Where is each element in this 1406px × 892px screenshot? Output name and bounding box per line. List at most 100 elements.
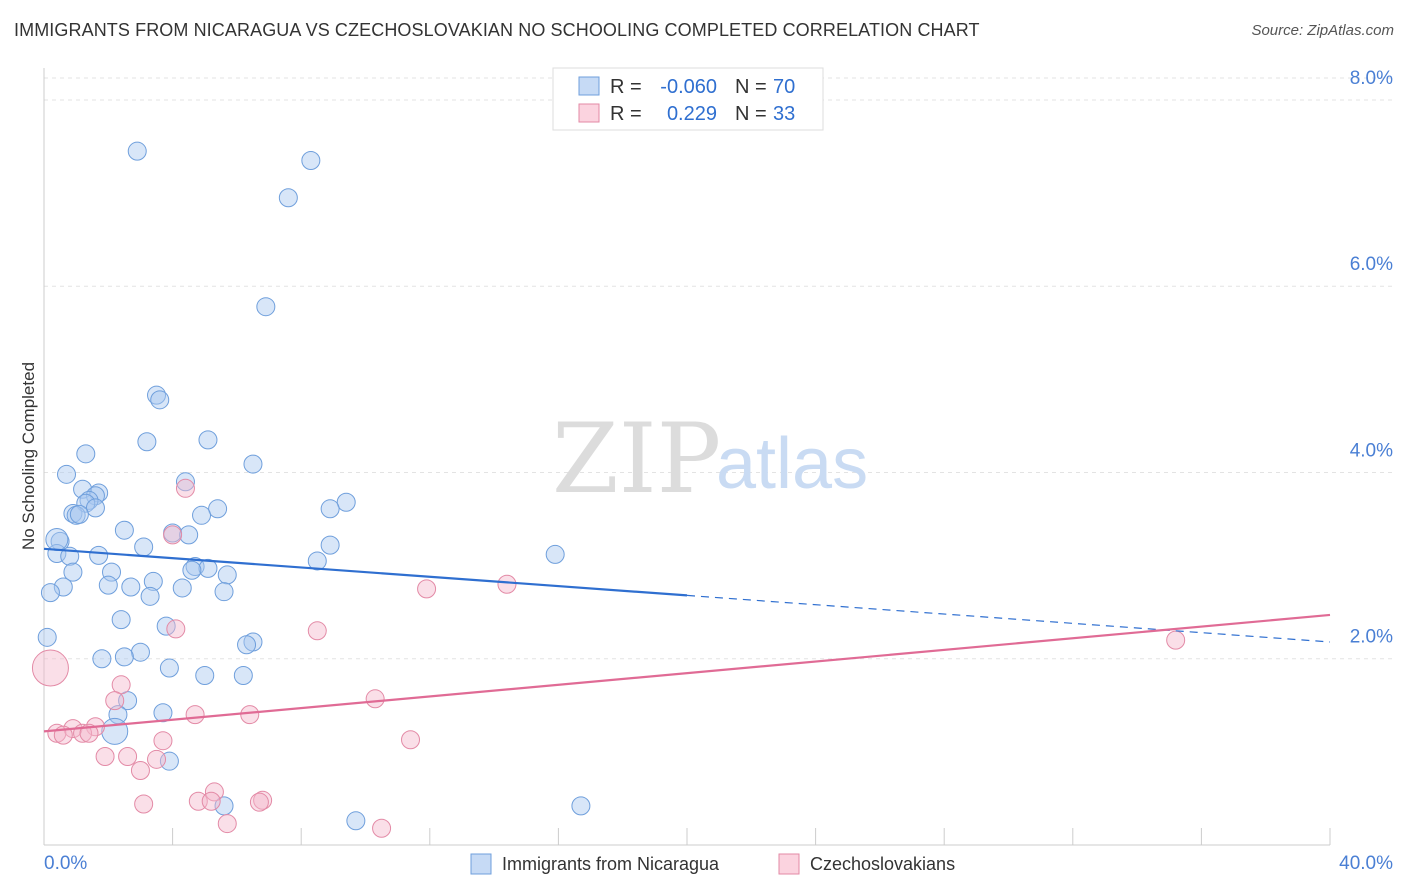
- point-nicaragua: [45, 528, 69, 552]
- legend-swatch-nicaragua: [578, 76, 600, 96]
- point-czechoslovakian: [185, 705, 205, 725]
- point-czechoslovakian: [497, 574, 517, 594]
- point-nicaragua: [37, 627, 57, 647]
- trend-line-nicaragua: [43, 547, 688, 597]
- point-czechoslovakian: [307, 621, 327, 641]
- point-nicaragua: [179, 525, 199, 545]
- point-nicaragua: [182, 560, 202, 580]
- point-nicaragua: [40, 583, 60, 603]
- watermark-zip: ZIP: [552, 403, 721, 515]
- point-nicaragua: [198, 558, 218, 578]
- point-nicaragua: [346, 811, 366, 831]
- point-nicaragua: [63, 562, 83, 582]
- point-nicaragua: [127, 141, 147, 161]
- point-czechoslovakian: [217, 814, 237, 834]
- watermark: ZIP atlas: [552, 403, 868, 515]
- point-nicaragua: [195, 665, 215, 685]
- bottom-legend: Immigrants from Nicaragua Czechoslovakia…: [470, 853, 955, 875]
- point-nicaragua: [111, 610, 131, 630]
- point-czechoslovakian: [240, 705, 260, 725]
- point-czechoslovakian: [130, 760, 150, 780]
- point-nicaragua: [172, 578, 192, 598]
- point-nicaragua: [85, 498, 105, 518]
- point-nicaragua: [278, 188, 298, 208]
- point-nicaragua: [57, 464, 77, 484]
- point-nicaragua: [307, 551, 327, 571]
- legend-r-label-2: R =: [610, 103, 642, 125]
- legend-r-label-1: R =: [610, 76, 642, 98]
- point-nicaragua: [89, 545, 109, 565]
- point-czechoslovakian: [253, 790, 273, 810]
- point-nicaragua: [256, 297, 276, 317]
- point-nicaragua: [237, 635, 257, 655]
- legend-r-value-2: 0.229: [667, 103, 717, 125]
- bottom-legend-swatch-nicaragua: [470, 853, 492, 875]
- point-czechoslovakian: [249, 792, 269, 812]
- point-nicaragua: [98, 575, 118, 595]
- chart-title: IMMIGRANTS FROM NICARAGUA VS CZECHOSLOVA…: [14, 20, 980, 40]
- point-nicaragua: [336, 492, 356, 512]
- point-nicaragua: [92, 649, 112, 669]
- point-nicaragua: [140, 586, 160, 606]
- point-nicaragua: [320, 535, 340, 555]
- point-czechoslovakian: [365, 689, 385, 709]
- point-czechoslovakian: [111, 675, 131, 695]
- point-czechoslovakian: [163, 525, 183, 545]
- point-nicaragua: [150, 390, 170, 410]
- point-nicaragua: [53, 577, 73, 597]
- point-czechoslovakian: [95, 747, 115, 767]
- point-nicaragua: [143, 571, 163, 591]
- legend-n-value-2: 33: [773, 103, 795, 125]
- point-nicaragua: [79, 490, 99, 510]
- point-nicaragua: [198, 430, 218, 450]
- point-czechoslovakian: [105, 691, 125, 711]
- point-nicaragua: [121, 577, 141, 597]
- trend-line-czechoslovakian: [43, 613, 1331, 733]
- point-nicaragua: [320, 499, 340, 519]
- bottom-legend-swatch-czech: [778, 853, 800, 875]
- watermark-atlas: atlas: [716, 424, 868, 504]
- point-nicaragua: [101, 717, 129, 745]
- point-czechoslovakian: [134, 794, 154, 814]
- y-tick-label: 4.0%: [1350, 440, 1393, 461]
- point-nicaragua: [571, 796, 591, 816]
- point-czechoslovakian: [1166, 630, 1186, 650]
- point-nicaragua: [134, 537, 154, 557]
- point-nicaragua: [217, 565, 237, 585]
- point-czechoslovakian: [201, 791, 221, 811]
- legend-r-value-1: -0.060: [660, 76, 717, 98]
- point-czechoslovakian: [417, 579, 437, 599]
- point-nicaragua: [208, 499, 228, 519]
- bottom-legend-label-nicaragua: Immigrants from Nicaragua: [502, 854, 720, 874]
- point-nicaragua: [114, 520, 134, 540]
- y-tick-label: 2.0%: [1350, 627, 1393, 648]
- point-czechoslovakian: [31, 649, 69, 687]
- point-nicaragua: [130, 642, 150, 662]
- point-nicaragua: [301, 150, 321, 170]
- source-label: Source: ZipAtlas.com: [1251, 22, 1394, 39]
- trend-lines: [43, 547, 1331, 733]
- y-tick-label: 8.0%: [1350, 68, 1393, 89]
- y-tick-label: 6.0%: [1350, 254, 1393, 275]
- x-tick-marks: [43, 828, 1331, 845]
- point-nicaragua: [76, 444, 96, 464]
- point-czechoslovakian: [118, 747, 138, 767]
- trend-line-nicaragua-extension: [686, 594, 1331, 643]
- point-nicaragua: [233, 665, 253, 685]
- point-nicaragua: [243, 454, 263, 474]
- point-czechoslovakian: [401, 730, 421, 750]
- point-nicaragua: [69, 504, 89, 524]
- point-nicaragua: [63, 503, 83, 523]
- point-nicaragua: [159, 658, 179, 678]
- legend: R = -0.060 N = 70 R = 0.229 N = 33: [552, 67, 824, 131]
- bottom-legend-label-czech: Czechoslovakians: [810, 854, 955, 874]
- legend-n-label-1: N =: [735, 76, 767, 98]
- y-axis-label: No Schooling Completed: [19, 362, 38, 550]
- point-nicaragua: [214, 582, 234, 602]
- point-czechoslovakian: [175, 478, 195, 498]
- point-nicaragua: [114, 647, 134, 667]
- legend-n-value-1: 70: [773, 76, 795, 98]
- y-tick-labels: 2.0% 4.0% 6.0% 8.0%: [1350, 68, 1393, 648]
- point-nicaragua: [89, 483, 109, 503]
